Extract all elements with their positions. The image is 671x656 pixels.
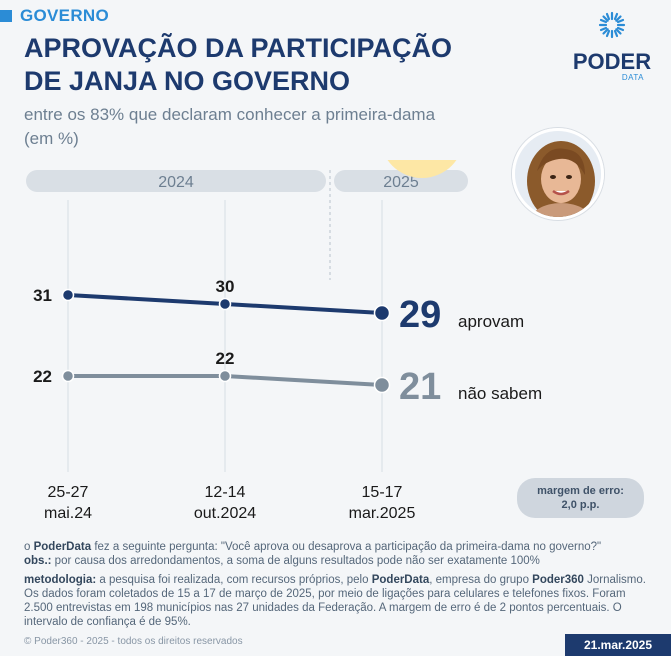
value-label-0-0: 47 [33,160,52,161]
value-label-2-2: 21 [399,366,441,408]
value-label-2-0: 22 [33,367,52,386]
logo-sub: DATA [621,73,644,82]
x-tick-line2-0: mai.24 [44,505,92,522]
question-prefix: o [24,541,34,553]
poderdata-logo: PODER DATA [572,10,652,82]
margin-label: margem de erro: [537,485,624,497]
point-2-1 [218,369,232,383]
section-tag: GOVERNO [0,6,109,26]
year-label-2024: 2024 [158,174,194,191]
margin-of-error-badge: margem de erro: 2,0 p.p. [517,478,644,518]
x-tick-line1-1: 12-14 [205,484,246,501]
question-note: o PoderData fez a seguinte pergunta: "Vo… [24,540,654,568]
line-chart: 20242025474750desaprovam313029aprovam222… [26,160,542,522]
point-1-2 [373,304,391,322]
section-marker [0,10,12,22]
x-tick-line1-2: 15-17 [362,484,403,501]
value-label-1-2: 29 [399,294,441,336]
method-brand-2: Poder360 [532,574,584,586]
point-1-0 [61,288,75,302]
section-label: GOVERNO [20,6,110,25]
publish-date: 21.mar.2025 [565,634,671,656]
x-tick-line2-1: out.2024 [194,505,256,522]
methodology-note: metodologia: a pesquisa foi realizada, c… [24,573,654,629]
page-title: APROVAÇÃO DA PARTICIPAÇÃO DE JANJA NO GO… [24,32,524,98]
value-label-1-0: 31 [33,286,52,305]
question-brand: PoderData [33,541,92,553]
copyright: © Poder360 - 2025 - todos os direitos re… [24,636,243,647]
series-name-2: não sabem [458,384,542,403]
value-label-1-1: 30 [216,277,235,296]
subtitle-line-1: entre os 83% que declaram conhecer a pri… [24,105,436,124]
series-name-1: aprovam [458,312,524,331]
margin-value: 2,0 p.p. [561,499,600,511]
subtitle-line-2: (em %) [24,129,79,148]
point-2-0 [61,369,75,383]
point-1-1 [218,297,232,311]
page-subtitle: entre os 83% que declaram conhecer a pri… [24,103,524,151]
logo-brand: PODER [572,49,652,74]
first-lady-portrait [512,128,604,220]
x-tick-line1-0: 25-27 [48,484,89,501]
method-brand-1: PoderData [371,574,430,586]
method-text-3: Jornalismo. Os dados foram coletados de … [24,574,646,628]
burst-icon [598,11,626,39]
portrait-illustration [515,131,601,217]
title-line-2: DE JANJA NO GOVERNO [24,66,351,96]
point-2-2 [373,376,391,394]
highlight-circle [387,160,457,178]
footnotes: o PoderData fez a seguinte pergunta: "Vo… [24,540,654,634]
method-text-2: , empresa do grupo [429,574,533,586]
year-bar-2024 [26,170,326,192]
method-label: metodologia: [24,574,97,586]
obs-text: por causa dos arredondamentos, a soma de… [51,555,540,567]
value-label-2-1: 22 [216,349,235,368]
obs-label: obs.: [24,555,52,567]
year-label-2025: 2025 [383,174,419,191]
method-text-1: a pesquisa foi realizada, com recursos p… [96,574,372,586]
question-text: fez a seguinte pergunta: "Você aprova ou… [91,541,602,553]
x-tick-line2-2: mar.2025 [349,505,416,522]
title-line-1: APROVAÇÃO DA PARTICIPAÇÃO [24,33,453,63]
